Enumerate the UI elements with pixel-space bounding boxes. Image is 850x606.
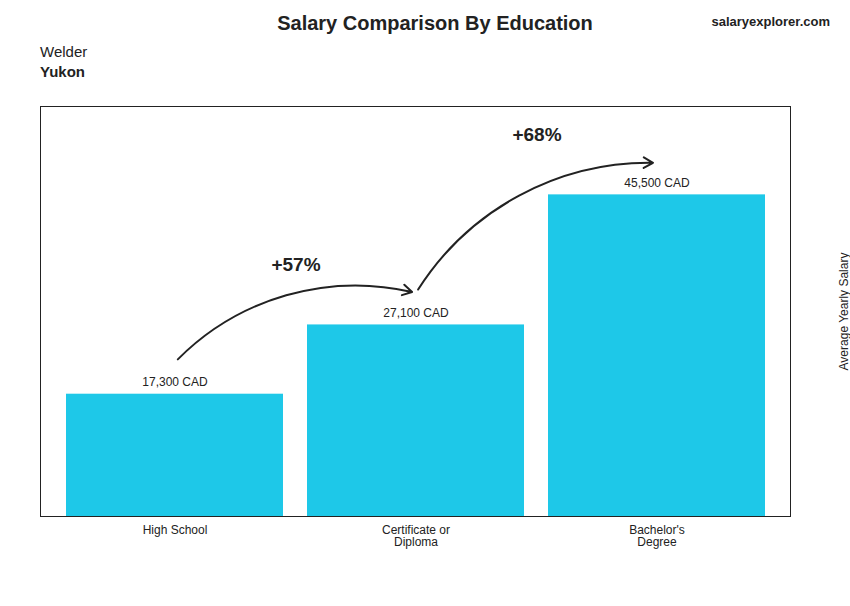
html-text:salaryexplorer.com: salaryexplorer.com [711,14,830,29]
html-text:Yukon: Yukon [40,63,85,80]
svg-text:High School: High School [143,523,208,537]
svg-text:+57%: +57% [271,254,320,275]
svg-text:Average Yearly Salary: Average Yearly Salary [837,253,850,371]
svg-text:27,100 CAD: 27,100 CAD [383,306,449,320]
svg-text:45,500 CAD: 45,500 CAD [624,176,690,190]
svg-text:Bachelor'sDegree: Bachelor'sDegree [629,523,685,549]
html-text:Salary Comparison By Education: Salary Comparison By Education [277,12,593,34]
svg-text:Certificate orDiploma: Certificate orDiploma [382,523,450,549]
svg-text:+68%: +68% [512,124,561,145]
svg-text:17,300 CAD: 17,300 CAD [142,375,208,389]
html-text:Welder: Welder [40,43,88,60]
